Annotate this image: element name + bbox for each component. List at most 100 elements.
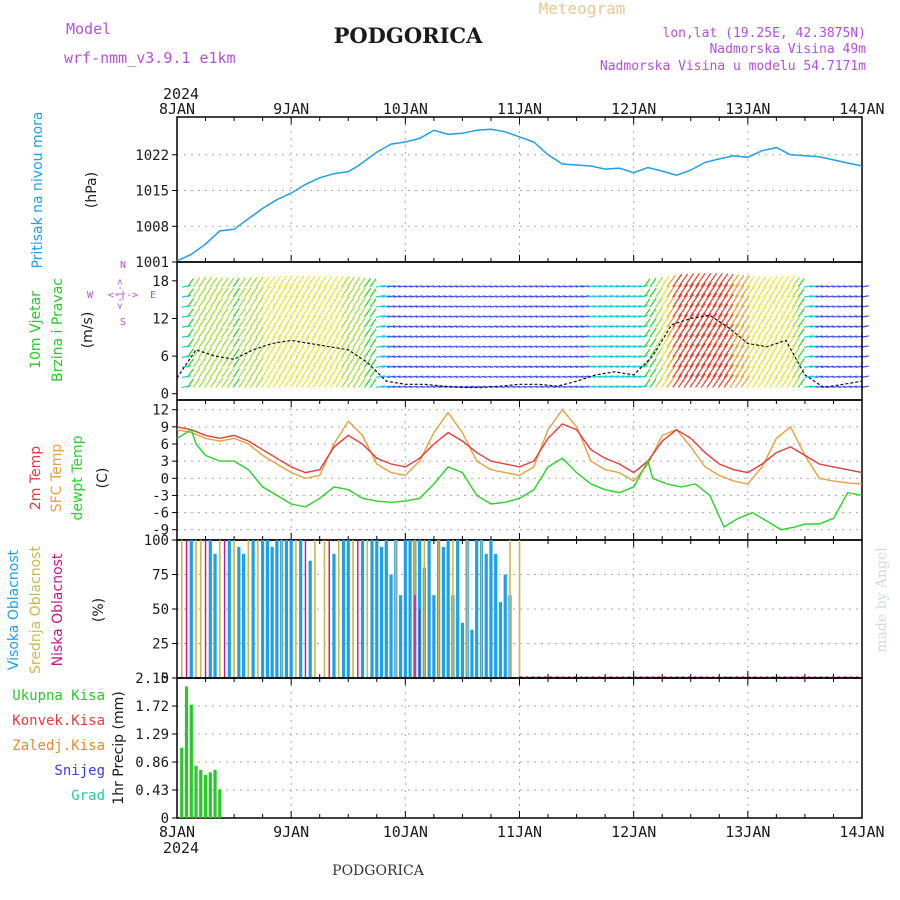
wind-vector (461, 325, 469, 328)
wind-vector (272, 285, 282, 298)
wind-vector (186, 328, 194, 338)
wind-vector (215, 287, 224, 298)
wind-vector (615, 304, 625, 308)
wind-vector (461, 305, 469, 308)
wind-vector (346, 366, 355, 378)
wind-vector (489, 355, 497, 358)
wind-vector (341, 316, 350, 328)
wind-vector (815, 355, 824, 358)
wind-vector (306, 336, 316, 348)
wind-vector (381, 325, 390, 328)
y-tick-label: 2.15 (135, 671, 169, 687)
wind-vector (660, 295, 670, 308)
wind-vector (752, 366, 761, 378)
wind-vector (734, 375, 745, 388)
wind-vector (598, 355, 608, 358)
wind-vector (552, 285, 560, 288)
wind-vector (803, 355, 813, 358)
wind-vector (375, 335, 386, 338)
wind-vector (541, 285, 549, 288)
wind-vector (467, 305, 475, 308)
wind-vector (266, 296, 276, 308)
wind-vector (249, 367, 258, 378)
wind-vector (609, 375, 619, 379)
wind-vector (820, 345, 829, 348)
wind-vector (455, 375, 463, 379)
wind-vector (438, 345, 446, 348)
mid-cloud-bar (219, 540, 221, 678)
wind-vector (512, 325, 521, 328)
wind-vector (198, 306, 207, 318)
wind-vector (752, 326, 761, 338)
wind-vector (467, 385, 475, 389)
y-tick-label: 50 (152, 602, 169, 618)
wind-vector (598, 335, 608, 338)
wind-vector (558, 295, 566, 298)
wind-vector (501, 325, 509, 328)
wind-vector (369, 328, 377, 338)
wind-vector (204, 307, 212, 318)
wind-vector (700, 353, 712, 368)
wind-vector (455, 365, 463, 368)
wind-vector (518, 335, 526, 338)
wind-vector (518, 355, 526, 358)
wind-vector (615, 335, 625, 338)
wind-vector (289, 295, 299, 308)
wind-vector (209, 317, 218, 328)
wind-vector (352, 287, 361, 298)
high-cloud-bar (427, 540, 431, 678)
wind-vector (409, 305, 418, 308)
wind-vector (284, 335, 293, 348)
y-tick-label: 9 (161, 420, 169, 436)
wind-vector (757, 296, 767, 308)
wind-vector (495, 315, 503, 318)
wind-vector (438, 335, 446, 338)
wind-vector (786, 325, 796, 338)
wind-vector (244, 347, 252, 358)
wind-unit-label: (m/s) (80, 312, 96, 349)
wind-vector (335, 336, 344, 348)
wind-vector (272, 306, 282, 318)
mid-cloud-bar (366, 540, 369, 678)
wind-vector (797, 288, 805, 298)
wind-vector (598, 284, 608, 288)
wind-vector (740, 335, 750, 348)
wind-vector (323, 286, 333, 298)
wind-vector (501, 305, 509, 308)
wind-vector (449, 305, 458, 308)
wind-vector (746, 285, 756, 298)
wind-vector (712, 353, 723, 368)
wind-vector (592, 385, 602, 389)
wind-vector (626, 375, 636, 379)
meteogram-label: Meteogram (539, 0, 626, 18)
wind-vector (272, 366, 282, 378)
mid-cloud-bar (352, 540, 354, 678)
wind-vector (181, 315, 191, 318)
y-tick-label: 1022 (135, 148, 169, 164)
wind-vector (335, 376, 344, 388)
wind-vector (409, 295, 418, 298)
wind-vector (301, 275, 310, 288)
wind-vector (284, 305, 293, 318)
wind-vector (329, 326, 338, 338)
wind-vector (763, 276, 772, 288)
wind-vector (723, 273, 734, 288)
wind-vector (786, 295, 796, 308)
wind-vector (626, 355, 636, 358)
wind-vector (524, 325, 532, 328)
wind-vector (278, 325, 287, 338)
wind-vector (387, 305, 396, 308)
wind-vector (820, 365, 829, 368)
wind-vector (643, 338, 651, 348)
wind-vector (541, 345, 549, 348)
wind-vector (815, 315, 824, 318)
wind-vector (363, 287, 372, 298)
wind-vector (249, 276, 258, 288)
wind-vector (609, 365, 619, 368)
wind-vector (792, 337, 800, 348)
wind-vector (740, 275, 750, 288)
wind-vector (746, 295, 756, 308)
x-tick-label-top: 12JAN (611, 100, 656, 118)
wind-vector (541, 305, 549, 308)
wind-vector (598, 305, 608, 308)
